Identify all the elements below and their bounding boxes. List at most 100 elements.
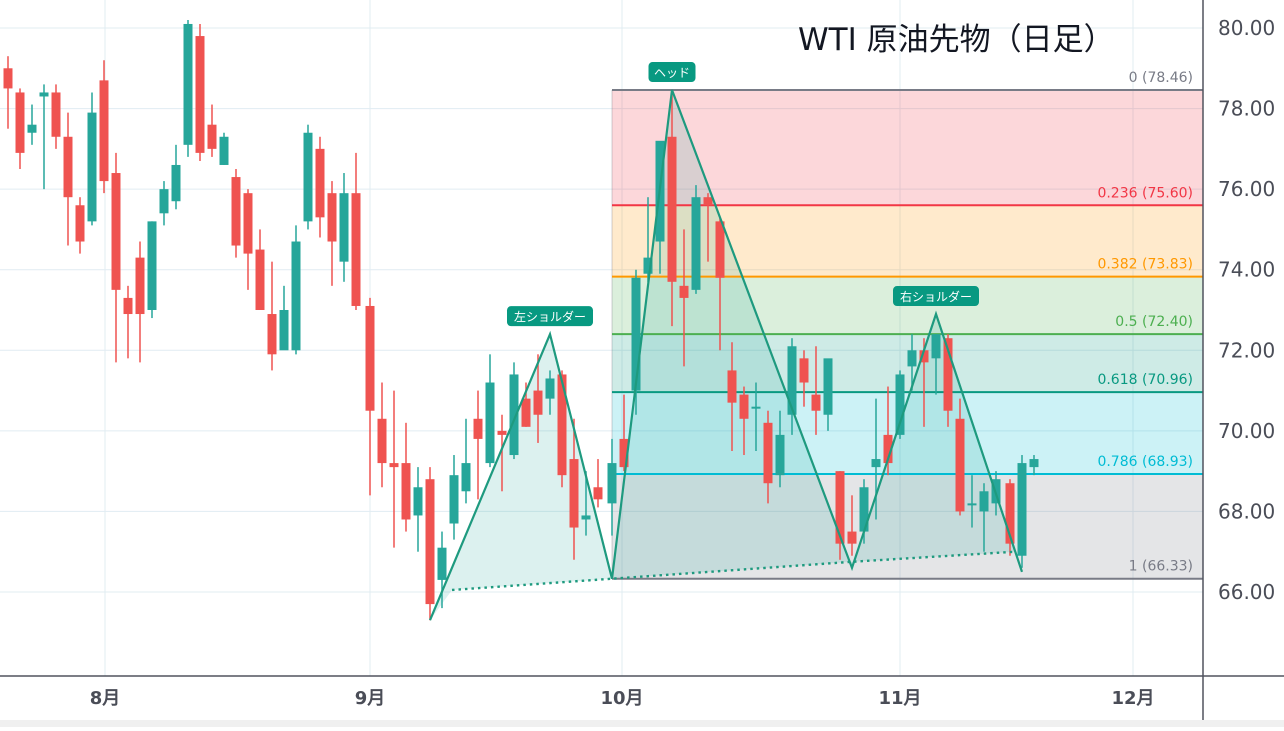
- candle-body: [703, 197, 713, 206]
- candle-body: [255, 249, 265, 310]
- candle-up: [691, 185, 701, 294]
- candle-up: [39, 84, 49, 190]
- candle-body: [727, 370, 737, 403]
- candle-body: [763, 422, 773, 484]
- candle-body: [473, 418, 483, 439]
- candle-down: [315, 136, 325, 238]
- candle-down: [727, 342, 737, 451]
- candle-up: [303, 124, 313, 230]
- candle-down: [255, 229, 265, 310]
- candle-up: [581, 471, 591, 536]
- candle-body: [643, 257, 653, 274]
- candle-down: [401, 422, 411, 532]
- chart-title: WTI 原油先物（日足）: [798, 22, 1115, 58]
- fibonacci-levels[interactable]: 0 (78.46) 0.236 (75.60) 0.382 (73.83) 0.5 (…: [612, 70, 1203, 580]
- fib-zone-0: [612, 90, 1203, 206]
- candle-down: [557, 370, 567, 488]
- candle-body: [1017, 463, 1027, 556]
- candle-body: [147, 221, 157, 310]
- candle-body: [883, 434, 893, 464]
- candle-body: [485, 382, 495, 464]
- candle-down: [667, 92, 677, 327]
- candle-body: [461, 463, 471, 492]
- candle-up: [461, 418, 471, 504]
- price-tick-label: 74.00: [1218, 258, 1275, 282]
- candle-body: [279, 310, 289, 351]
- candle-body: [365, 305, 375, 411]
- candle-down: [739, 386, 749, 456]
- candle-body: [509, 374, 519, 456]
- candle-up: [437, 531, 447, 609]
- price-tick-label: 68.00: [1218, 499, 1275, 523]
- candle-up: [485, 354, 495, 468]
- candle-down: [619, 394, 629, 472]
- fib-level-label-1: 1 (66.33): [1129, 559, 1193, 575]
- head-shoulders-pattern[interactable]: [428, 89, 1024, 621]
- candle-body: [99, 80, 109, 182]
- candle-down: [111, 152, 121, 363]
- price-tick-label: 72.00: [1218, 338, 1275, 362]
- candle-body: [787, 346, 797, 415]
- candle-down: [75, 197, 85, 254]
- candle-down: [679, 229, 689, 367]
- candle-up: [931, 334, 941, 395]
- candle-body: [607, 463, 617, 504]
- pattern-label-text: ヘッド: [654, 66, 690, 80]
- time-tick-label: 8月: [90, 688, 121, 709]
- time-axis-bg[interactable]: [0, 676, 1203, 720]
- bottom-strip: [0, 720, 1284, 727]
- candle-up: [643, 197, 653, 282]
- price-tick-label: 66.00: [1218, 580, 1275, 604]
- candle-body: [943, 338, 953, 411]
- candle-down: [389, 390, 399, 548]
- candle-body: [243, 193, 253, 254]
- candle-down: [15, 88, 25, 169]
- candle-body: [811, 394, 821, 411]
- candle-body: [401, 463, 411, 520]
- candle-body: [619, 438, 629, 468]
- candle-up: [219, 132, 229, 165]
- neckline-dotted[interactable]: [451, 550, 1016, 592]
- candle-body: [425, 479, 435, 605]
- candle-body: [389, 463, 399, 468]
- candle-down: [811, 346, 821, 435]
- price-axis-bg[interactable]: [1203, 0, 1284, 727]
- candle-down: [533, 354, 543, 443]
- candle-body: [63, 136, 73, 198]
- candle-body: [135, 257, 145, 315]
- candle-down: [703, 193, 713, 262]
- candle-body: [87, 112, 97, 222]
- price-tick-label: 78.00: [1218, 97, 1275, 121]
- price-tick-label: 76.00: [1218, 177, 1275, 201]
- candle-down: [835, 471, 845, 560]
- candle-body: [545, 378, 555, 399]
- candle-body: [593, 487, 603, 500]
- candle-body: [823, 358, 833, 415]
- candle-up: [907, 334, 917, 391]
- candle-body: [377, 418, 387, 464]
- candle-up: [775, 410, 785, 488]
- candle-body: [931, 334, 941, 359]
- candle-body: [895, 374, 905, 435]
- time-tick-label: 10月: [600, 688, 643, 709]
- candle-up: [607, 438, 617, 536]
- candle-up: [895, 370, 905, 439]
- candle-down: [365, 297, 375, 496]
- candle-up: [171, 144, 181, 210]
- candle-body: [351, 193, 361, 306]
- candle-down: [593, 459, 603, 508]
- fib-zone-0.618: [612, 392, 1203, 474]
- pattern-zigzag-line[interactable]: [428, 89, 1024, 621]
- candle-body: [955, 418, 965, 512]
- candles: [3, 19, 1039, 621]
- candle-body: [679, 285, 689, 298]
- candle-up: [871, 398, 881, 520]
- candle-body: [919, 350, 929, 363]
- candle-body: [195, 36, 205, 153]
- candle-down: [955, 398, 965, 516]
- fib-level-label-0.236: 0.236 (75.60): [1097, 185, 1193, 201]
- candle-up: [291, 225, 301, 355]
